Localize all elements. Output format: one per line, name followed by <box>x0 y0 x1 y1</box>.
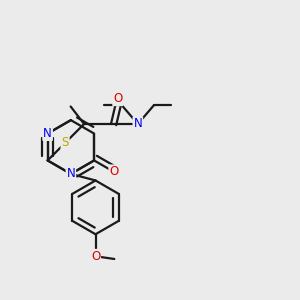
Text: N: N <box>134 118 142 130</box>
Text: O: O <box>109 165 119 178</box>
Text: O: O <box>113 92 122 105</box>
Text: N: N <box>67 167 75 180</box>
Text: N: N <box>43 127 52 140</box>
Text: S: S <box>61 136 69 149</box>
Text: O: O <box>91 250 100 263</box>
